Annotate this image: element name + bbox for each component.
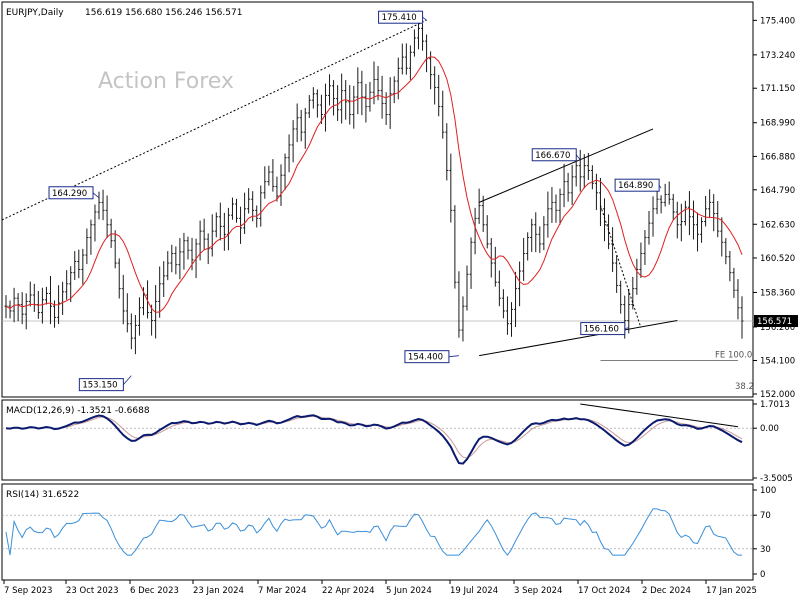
rsi-tick-label: 30 — [760, 545, 771, 555]
price-tick-label: 154.100 — [760, 356, 795, 366]
price-annotation-leader — [658, 184, 662, 189]
rsi-tick-label: 0 — [760, 570, 765, 580]
x-tick-label: 2 Dec 2024 — [642, 586, 691, 596]
x-tick-label: 22 Apr 2024 — [322, 586, 375, 596]
price-annotation-label: 153.150 — [82, 381, 117, 391]
price-tick-label: 164.790 — [760, 186, 795, 196]
price-tick-label: 156.200 — [760, 323, 795, 333]
last-price-label: 156.571 — [757, 317, 792, 327]
price-annotation-label: 164.890 — [618, 181, 653, 191]
x-tick-label: 17 Jan 2025 — [706, 586, 757, 596]
chart-header-ohlc: 156.619 156.680 156.246 156.571 — [85, 8, 242, 18]
rsi-line — [5, 508, 742, 556]
x-tick-label: 7 Mar 2024 — [258, 586, 306, 596]
price-annotation-leader — [92, 192, 100, 199]
price-tick-label: 160.520 — [760, 254, 795, 264]
rsi-tick-label: 100 — [760, 486, 776, 496]
rsi-pane-frame — [1, 483, 754, 581]
x-tick-label: 3 Sep 2024 — [514, 586, 562, 596]
moving-average-line — [5, 56, 743, 313]
price-tick-label: 171.150 — [760, 84, 795, 94]
price-tick-label: 158.360 — [760, 288, 795, 298]
price-annotation-label: 154.400 — [408, 353, 443, 363]
macd-title: MACD(12,26,9) -1.3521 -0.6688 — [6, 406, 150, 416]
price-tick-label: 168.990 — [760, 119, 795, 129]
price-annotation-label: 164.290 — [52, 189, 87, 199]
x-tick-label: 23 Oct 2023 — [66, 586, 119, 596]
price-annotation-label: 175.410 — [382, 13, 417, 23]
x-tick-label: 5 Jun 2024 — [386, 586, 432, 596]
rsi-tick-label: 70 — [760, 511, 771, 521]
price-tick-label: 152.000 — [760, 390, 795, 400]
macd-line — [5, 414, 743, 465]
price-tick-label: 162.630 — [760, 220, 795, 230]
price-annotation-leader — [575, 154, 581, 161]
dashed-swing-line — [599, 205, 642, 328]
macd-trendline — [580, 403, 739, 428]
x-tick-label: 17 Oct 2024 — [578, 586, 631, 596]
x-tick-label: 7 Sep 2023 — [4, 586, 52, 596]
x-tick-label: 23 Jan 2024 — [193, 586, 244, 596]
last-price-box — [754, 315, 798, 328]
price-annotation-leader — [422, 16, 427, 21]
watermark: Action Forex — [98, 69, 234, 94]
price-pane-frame — [1, 1, 754, 398]
x-tick-label: 6 Dec 2023 — [130, 586, 179, 596]
price-tick-label: 175.400 — [760, 16, 795, 26]
chart-header-symbol: EURJPY,Daily — [6, 8, 64, 18]
macd-pane-frame — [1, 399, 754, 481]
price-annotation-leader — [123, 375, 132, 385]
x-tick-label: 19 Jul 2024 — [450, 586, 498, 596]
price-annotation-label: 156.160 — [584, 325, 619, 335]
price-tick-label: 173.240 — [760, 51, 795, 61]
macd-tick-label: 0.00 — [760, 424, 779, 434]
price-annotation-leader — [624, 327, 629, 329]
macd-tick-label: -3.5005 — [760, 474, 793, 484]
channel-upper-line — [478, 128, 654, 203]
price-annotation-label: 166.670 — [535, 151, 570, 161]
price-annotation-leader — [448, 355, 459, 358]
channel-lower-line — [479, 320, 678, 357]
fib-38-label: 38.2 — [735, 382, 754, 392]
macd-tick-label: 1.7013 — [760, 400, 790, 410]
price-tick-label: 166.880 — [760, 152, 795, 162]
rsi-title: RSI(14) 31.6522 — [6, 490, 79, 500]
fe-100-label: FE 100.0 — [715, 350, 752, 360]
